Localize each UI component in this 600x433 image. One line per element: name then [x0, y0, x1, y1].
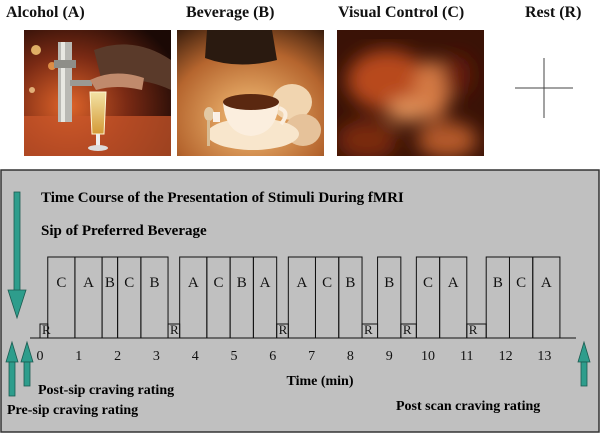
- condition-label-visual-control: Visual Control (C): [338, 4, 465, 21]
- sip-arrow-icon: [7, 191, 27, 320]
- x-tick-label: 5: [231, 349, 238, 364]
- stimulus-block-a: A: [532, 256, 561, 339]
- x-tick-label: 10: [421, 349, 435, 364]
- condition-label-beverage: Beverage (B): [186, 4, 275, 21]
- block-label: A: [541, 275, 552, 291]
- stimulus-block-a: A: [439, 256, 468, 339]
- rest-block: R: [167, 322, 181, 339]
- block-label: R: [279, 322, 288, 337]
- sip-label: Sip of Preferred Beverage: [41, 223, 207, 239]
- x-tick-label: 6: [269, 349, 276, 364]
- block-label: R: [42, 322, 51, 337]
- x-tick-label: 3: [153, 349, 160, 364]
- block-label: B: [345, 275, 355, 291]
- block-label: R: [469, 322, 478, 337]
- block-label: A: [260, 275, 271, 291]
- block-label: C: [56, 275, 66, 291]
- block-label: A: [188, 275, 199, 291]
- block-label: R: [170, 322, 179, 337]
- stimulus-block-b: B: [338, 256, 363, 339]
- bar-beer-tap-photo: [24, 30, 171, 156]
- block-label: R: [403, 322, 412, 337]
- block-label: R: [364, 322, 373, 337]
- blurred-image-photo: [337, 30, 484, 156]
- block-label: C: [423, 275, 433, 291]
- pre-sip-arrow-icon: [5, 340, 19, 397]
- x-tick-label: 13: [537, 349, 551, 364]
- stimulus-block-a: A: [252, 256, 278, 339]
- pre-sip-label: Pre-sip craving rating: [7, 403, 138, 418]
- block-label: B: [493, 275, 503, 291]
- block-label: A: [296, 275, 307, 291]
- post-sip-label: Post-sip craving rating: [38, 383, 174, 398]
- teacup-photo: [177, 30, 324, 156]
- block-label: A: [83, 275, 94, 291]
- x-tick-label: 8: [347, 349, 354, 364]
- axis-label: Time (min): [286, 374, 353, 389]
- block-label: B: [384, 275, 394, 291]
- rest-block: R: [39, 322, 51, 339]
- post-scan-label: Post scan craving rating: [396, 399, 540, 414]
- block-label: B: [149, 275, 159, 291]
- block-label: C: [516, 275, 526, 291]
- x-tick-label: 11: [460, 349, 473, 364]
- x-tick-label: 2: [114, 349, 121, 364]
- block-label: A: [448, 275, 459, 291]
- x-tick-label: 1: [75, 349, 82, 364]
- block-label: B: [105, 275, 115, 291]
- block-label: B: [237, 275, 247, 291]
- stimulus-block-b: B: [140, 256, 169, 339]
- block-label: C: [213, 275, 223, 291]
- x-tick-label: 7: [308, 349, 315, 364]
- x-tick-label: 12: [499, 349, 513, 364]
- condition-label-alcohol: Alcohol (A): [6, 4, 85, 21]
- x-tick-label: 9: [386, 349, 393, 364]
- post-scan-arrow-icon: [577, 340, 591, 387]
- fixation-cross-icon: [510, 30, 576, 156]
- panel-background: [0, 169, 600, 433]
- block-label: C: [322, 275, 332, 291]
- x-tick-label: 4: [192, 349, 199, 364]
- block-label: C: [124, 275, 134, 291]
- rest-block: R: [276, 322, 289, 339]
- stimulus-block-b: B: [377, 256, 402, 339]
- post-sip-arrow-icon: [20, 340, 34, 387]
- condition-label-rest: Rest (R): [525, 4, 582, 21]
- panel-title: Time Course of the Presentation of Stimu…: [41, 190, 404, 206]
- x-tick-label: 0: [37, 349, 44, 364]
